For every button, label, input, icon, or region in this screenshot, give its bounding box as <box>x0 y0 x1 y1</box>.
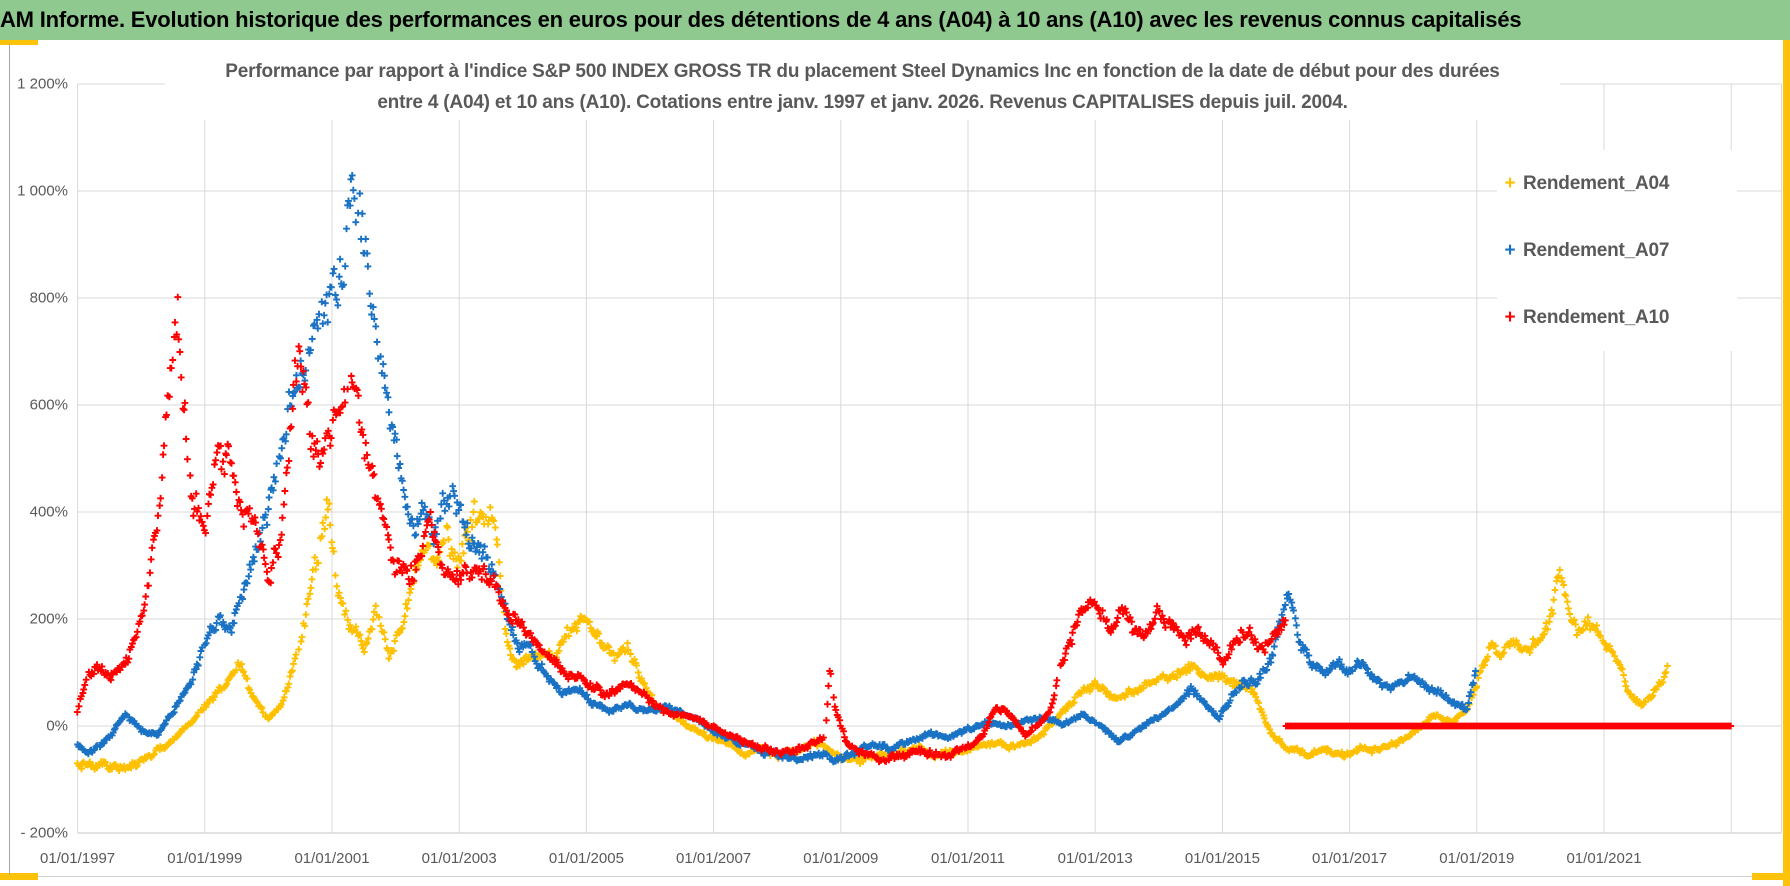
x-tick-label: 01/01/2001 <box>294 850 370 867</box>
x-tick-label: 01/01/2011 <box>931 850 1005 867</box>
x-tick-label: 01/01/2019 <box>1439 850 1515 867</box>
x-tick-label: 01/01/2009 <box>803 850 879 867</box>
y-tick-label: 200% <box>29 610 68 628</box>
legend-label: Rendement_A10 <box>1523 306 1670 328</box>
chart-title-line1: Performance par rapport à l'indice S&P 5… <box>225 61 1500 82</box>
legend-item-rendement_a04: + Rendement_A04 <box>1497 150 1737 217</box>
gold-accent-top-left <box>0 40 38 45</box>
y-tick-label: 400% <box>29 503 68 521</box>
y-tick-label: - 200% <box>20 824 68 842</box>
y-tick-label: 0% <box>46 717 68 735</box>
series-rendement_a04 <box>73 496 1671 775</box>
legend-item-rendement_a10: + Rendement_A10 <box>1497 284 1737 351</box>
x-tick-label: 01/01/2017 <box>1312 850 1388 867</box>
report-title: ADAM Informe. Evolution historique des p… <box>0 7 1522 32</box>
frame-bottom-border <box>38 876 1752 877</box>
x-tick-label: 01/01/1999 <box>167 850 243 867</box>
x-tick-label: 01/01/2021 <box>1566 850 1642 867</box>
chart-title-line2: entre 4 (A04) et 10 ans (A10). Cotations… <box>377 92 1348 113</box>
series-rendement_a07 <box>74 172 1479 766</box>
chart-title: Performance par rapport à l'indice S&P 5… <box>165 56 1560 120</box>
legend-marker-icon: + <box>1504 172 1516 194</box>
legend-marker-icon: + <box>1504 306 1516 328</box>
legend-label: Rendement_A07 <box>1523 239 1670 261</box>
x-tick-label: 01/01/2007 <box>676 850 752 867</box>
y-tick-label: 1 200% <box>17 75 68 93</box>
y-tick-label: 1 000% <box>17 182 68 200</box>
gold-accent-bottom-left <box>0 873 38 880</box>
legend-item-rendement_a07: + Rendement_A07 <box>1497 217 1737 284</box>
frame-left-border <box>9 44 10 875</box>
y-tick-label: 600% <box>29 396 68 414</box>
x-tick-label: 01/01/2013 <box>1057 850 1133 867</box>
legend-label: Rendement_A04 <box>1523 172 1670 194</box>
y-tick-label: 800% <box>29 289 68 307</box>
x-tick-label: 01/01/2015 <box>1184 850 1260 867</box>
x-tick-label: 01/01/1997 <box>40 850 116 867</box>
gold-accent-bottom-right <box>1752 873 1783 880</box>
x-tick-label: 01/01/2005 <box>548 850 624 867</box>
chart-legend: + Rendement_A04 + Rendement_A07 + Rendement_A… <box>1497 150 1737 351</box>
x-tick-label: 01/01/2003 <box>421 850 497 867</box>
report-header: ADAM Informe. Evolution historique des p… <box>0 0 1790 40</box>
gold-accent-right-bar <box>1783 40 1790 886</box>
series-rendement_a10 <box>73 293 1735 766</box>
legend-marker-icon: + <box>1504 239 1516 261</box>
